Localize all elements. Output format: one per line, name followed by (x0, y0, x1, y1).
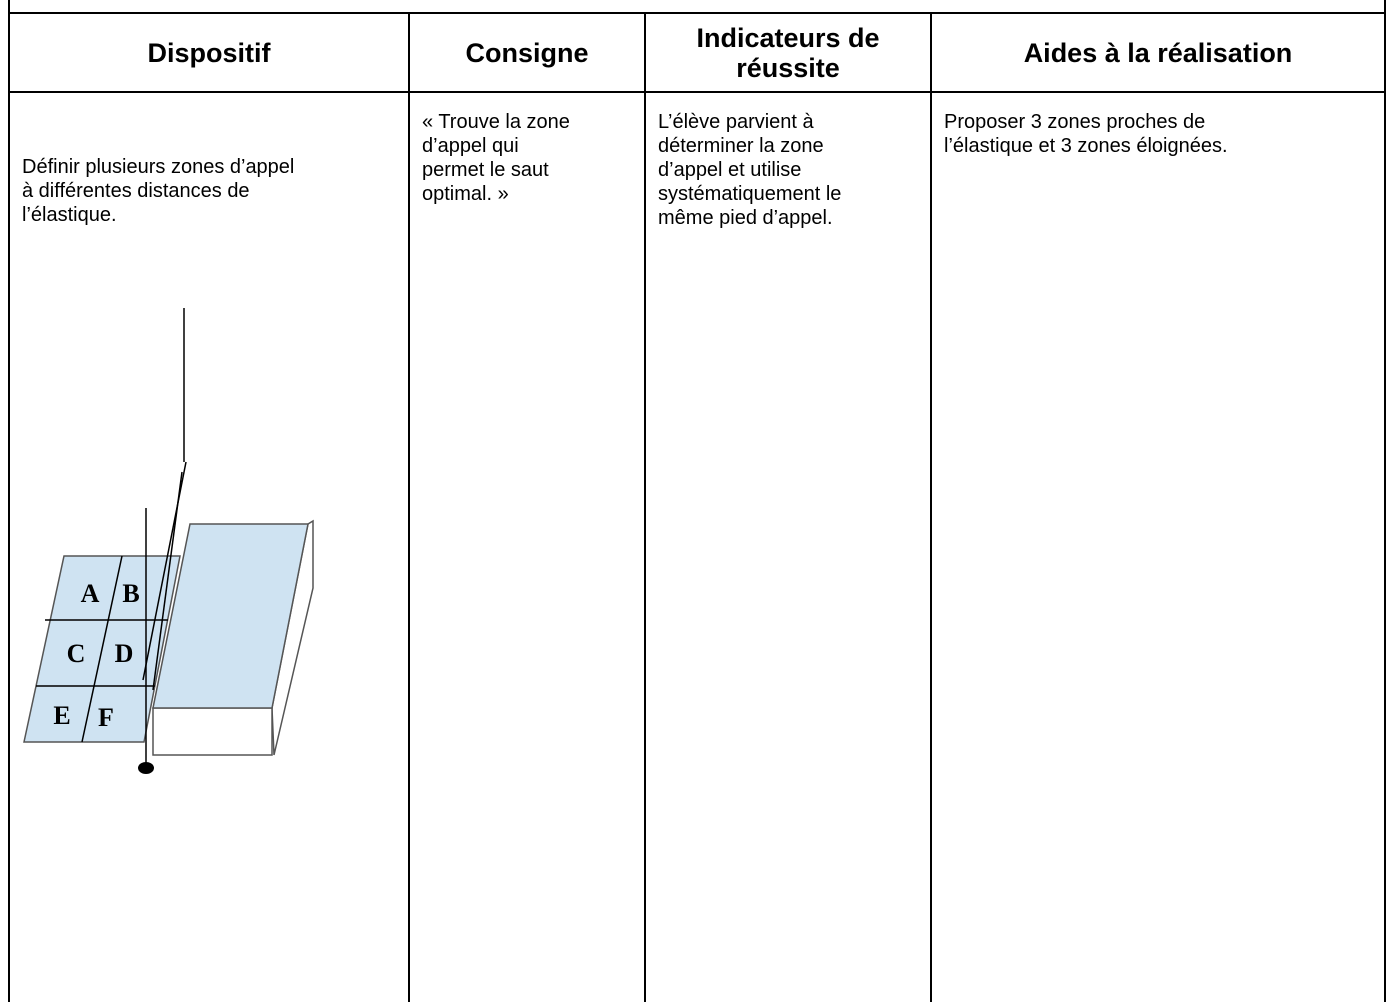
zone-label: C (67, 639, 86, 668)
cell-text: déterminer la zone (658, 135, 824, 157)
grid-line (81, 555, 123, 743)
zone-label: F (98, 703, 114, 732)
cell-text: à différentes distances de (22, 180, 250, 202)
cell-text: même pied d’appel. (658, 207, 833, 229)
header-text: Consigne (465, 37, 589, 68)
mat-front (152, 707, 273, 756)
border (8, 0, 10, 1002)
border (930, 13, 932, 1002)
cell-text: « Trouve la zone (422, 111, 570, 133)
cell-text: systématiquement le (658, 183, 842, 205)
header-cell: Consigne (410, 13, 644, 92)
cell-text: permet le saut (422, 159, 549, 181)
zone-label: B (122, 579, 139, 608)
border (1384, 0, 1386, 1002)
header-text: Dispositif (147, 37, 271, 68)
cell-text: optimal. » (422, 183, 509, 205)
header-cell: Aides à la réalisation (932, 13, 1384, 92)
cell-text: l’élastique. (22, 204, 117, 226)
cell-text: L’élève parvient à (658, 111, 814, 133)
header-text: Aides à la réalisation (1023, 37, 1293, 68)
cell-text: Proposer 3 zones proches de (944, 111, 1206, 133)
cell-text: Définir plusieurs zones d’appel (22, 156, 295, 178)
border (8, 12, 1386, 14)
diagram: A B C D E F (23, 308, 314, 774)
elastic (152, 471, 183, 691)
border (8, 91, 1386, 93)
body-cell: Définir plusieurs zones d’appel à différe… (10, 155, 294, 227)
body-cell: L’élève parvient à déterminer la zone d’ap… (646, 110, 841, 230)
border (644, 13, 646, 1002)
zone-label: E (53, 701, 70, 730)
post-base (138, 762, 154, 774)
cell-text: d’appel qui (422, 135, 519, 157)
header-text: Indicateurs de (696, 22, 880, 53)
header-cell: Indicateurs de réussite (646, 13, 930, 92)
body-cell: « Trouve la zone d’appel qui permet le sau… (410, 110, 570, 206)
body-cell: Proposer 3 zones proches de l’élastique e… (932, 110, 1228, 158)
header-text: réussite (736, 52, 840, 83)
zone-label: D (115, 639, 134, 668)
zone-label: A (81, 579, 100, 608)
mat-top (152, 523, 309, 709)
header-cell: Dispositif (10, 13, 408, 92)
cell-text: d’appel et utilise (658, 159, 802, 181)
cell-text: l’élastique et 3 zones éloignées. (944, 135, 1228, 157)
border (408, 13, 410, 1002)
